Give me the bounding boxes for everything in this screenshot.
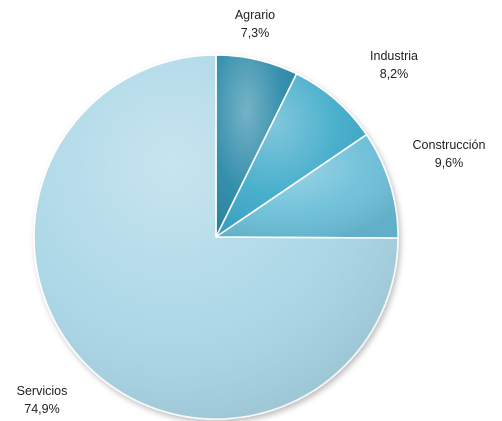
- slice-value-label: 74,9%: [24, 402, 59, 416]
- pie-slice-shine: [34, 55, 399, 420]
- slice-value-label: 8,2%: [380, 67, 409, 81]
- slice-value-label: 7,3%: [241, 26, 270, 40]
- slice-value-label: 9,6%: [435, 156, 464, 170]
- slice-name-label: Industria: [370, 49, 418, 63]
- slice-name-label: Agrario: [235, 8, 275, 22]
- slice-name-label: Servicios: [17, 384, 68, 398]
- pie-slice-industria: [215, 73, 368, 238]
- pie-slice-construccion: [215, 133, 399, 239]
- pie-slice-shine: [216, 55, 297, 237]
- slice-name-label: Construcción: [413, 138, 486, 152]
- pie-slices: [33, 54, 399, 420]
- pie-slice-shine: [216, 134, 399, 239]
- pie-slice-servicios: [33, 54, 399, 420]
- pie-labels: Agrario 7,3% Industria 8,2% Construcción 9,6%…: [17, 8, 486, 416]
- pie-slice-shine: [216, 73, 367, 237]
